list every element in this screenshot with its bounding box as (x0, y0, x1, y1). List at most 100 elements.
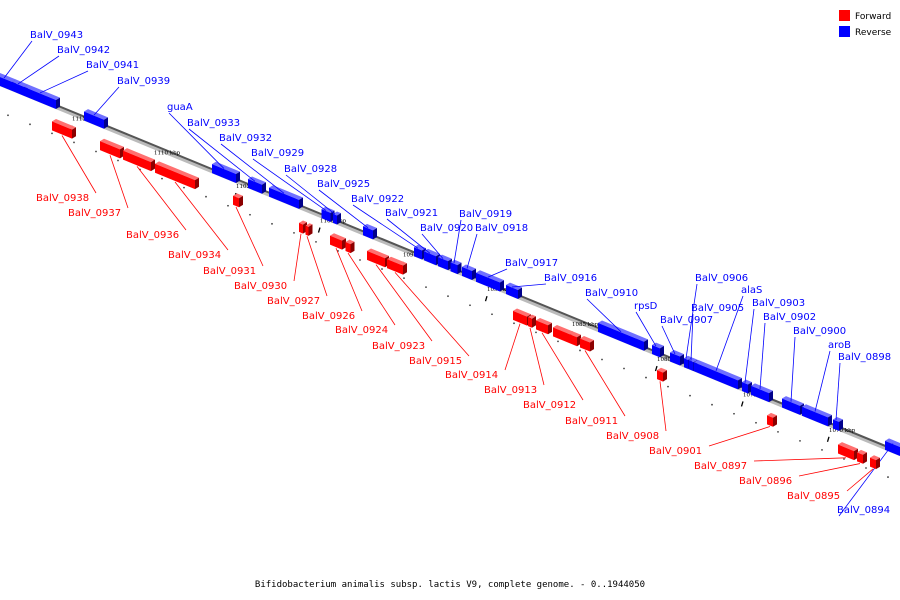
reverse-gene-top (84, 109, 108, 120)
reverse-gene-label: BalV_0921 (385, 208, 438, 219)
reverse-gene-top (424, 248, 440, 257)
forward-gene (155, 163, 195, 190)
forward-gene (305, 225, 309, 236)
reverse-gene-label: BalV_0929 (251, 148, 304, 159)
legend-swatch-forward (839, 10, 850, 21)
scale-dot (513, 322, 515, 325)
forward-gene-side (548, 322, 552, 335)
forward-gene-leader (659, 381, 667, 432)
legend-swatch-reverse (839, 26, 850, 37)
reverse-gene-top (269, 185, 303, 200)
scale-dot (117, 159, 119, 162)
reverse-gene-leader (814, 350, 831, 412)
reverse-gene-side (769, 390, 773, 403)
reverse-gene-top (684, 355, 692, 360)
forward-gene-leader (293, 233, 302, 282)
reverse-gene-leader (759, 322, 766, 389)
reverse-gene-label: BalV_0917 (505, 258, 558, 269)
scale-dot (623, 367, 625, 370)
forward-gene (345, 242, 351, 254)
reverse-gene-label: BalV_0905 (691, 303, 744, 314)
scale-dot (645, 376, 647, 379)
reverse-gene (598, 322, 644, 351)
forward-gene-leader (394, 272, 470, 357)
reverse-gene-top (333, 211, 341, 216)
reverse-gene (652, 345, 660, 358)
scale-dot (183, 186, 185, 189)
reverse-gene-top (450, 259, 462, 266)
forward-gene-label: BalV_0924 (335, 325, 388, 336)
reverse-gene-top (363, 223, 377, 231)
scale-tick (484, 296, 488, 302)
reverse-gene-leader (835, 362, 841, 421)
reverse-gene-leader (386, 218, 431, 254)
reverse-gene-top (212, 161, 240, 175)
reverse-gene-leader (17, 55, 60, 85)
forward-gene-leader (375, 264, 433, 342)
scale-dot (205, 195, 207, 198)
forward-gene-leader (708, 426, 771, 447)
forward-gene-side (239, 195, 243, 208)
scale-tick (317, 227, 321, 233)
reverse-gene (321, 209, 331, 222)
forward-gene-top (767, 412, 777, 418)
forward-gene-top (838, 442, 858, 452)
scale-dot (403, 277, 405, 279)
reverse-gene-label: BalV_0925 (317, 179, 370, 190)
forward-gene-label: BalV_0915 (409, 356, 462, 367)
reverse-gene-leader (715, 295, 744, 371)
forward-gene-top (123, 148, 155, 163)
reverse-gene-label: BalV_0933 (187, 118, 240, 129)
forward-gene-top (657, 367, 667, 373)
forward-gene (123, 150, 151, 172)
forward-gene-top (299, 220, 307, 225)
forward-gene-side (876, 457, 880, 470)
reverse-gene-side (828, 415, 832, 427)
forward-gene (52, 121, 72, 139)
reverse-gene-top (462, 264, 476, 272)
forward-gene-leader (335, 247, 363, 312)
reverse-gene (670, 352, 680, 366)
reverse-gene-label: BalV_0943 (30, 30, 83, 41)
reverse-gene (462, 266, 472, 281)
reverse-gene-leader (635, 311, 657, 347)
reverse-gene (802, 406, 828, 427)
forward-gene-label: BalV_0908 (606, 431, 659, 442)
scale-tick-label: 1110 kbp (154, 150, 181, 156)
forward-gene-label: BalV_0895 (787, 491, 840, 502)
scale-dot (733, 412, 735, 415)
reverse-gene-side (839, 419, 843, 431)
reverse-gene-top (751, 383, 773, 394)
forward-gene (536, 320, 548, 335)
reverse-gene-leader (352, 204, 419, 249)
reverse-gene-side (680, 354, 684, 366)
reverse-gene-top (248, 176, 266, 185)
forward-gene-label: BalV_0911 (565, 416, 618, 427)
legend-label-forward: Forward (855, 12, 891, 22)
forward-gene-leader (584, 350, 626, 417)
scale-dot (7, 114, 9, 117)
forward-gene-side (863, 452, 867, 464)
forward-gene-side (350, 241, 355, 254)
forward-gene-top (513, 308, 531, 317)
reverse-gene (363, 226, 373, 240)
forward-gene-top (528, 314, 536, 319)
reverse-gene-side (738, 378, 742, 390)
scale-dot (359, 259, 361, 261)
forward-gene-label: BalV_0931 (203, 266, 256, 277)
forward-gene-side (532, 316, 536, 328)
forward-gene-side (72, 127, 76, 139)
forward-gene-top (305, 223, 313, 227)
reverse-gene-leader (466, 233, 478, 269)
forward-gene-label: BalV_0926 (302, 311, 355, 322)
reverse-gene-label: alaS (741, 285, 762, 296)
forward-gene-leader (798, 463, 861, 477)
forward-gene-top (536, 317, 552, 326)
reverse-gene-side (373, 227, 377, 240)
reverse-gene-leader (93, 86, 120, 116)
scale-dot (689, 394, 691, 397)
reverse-gene-side (236, 171, 240, 184)
forward-gene (330, 235, 342, 250)
reverse-gene (688, 360, 694, 372)
